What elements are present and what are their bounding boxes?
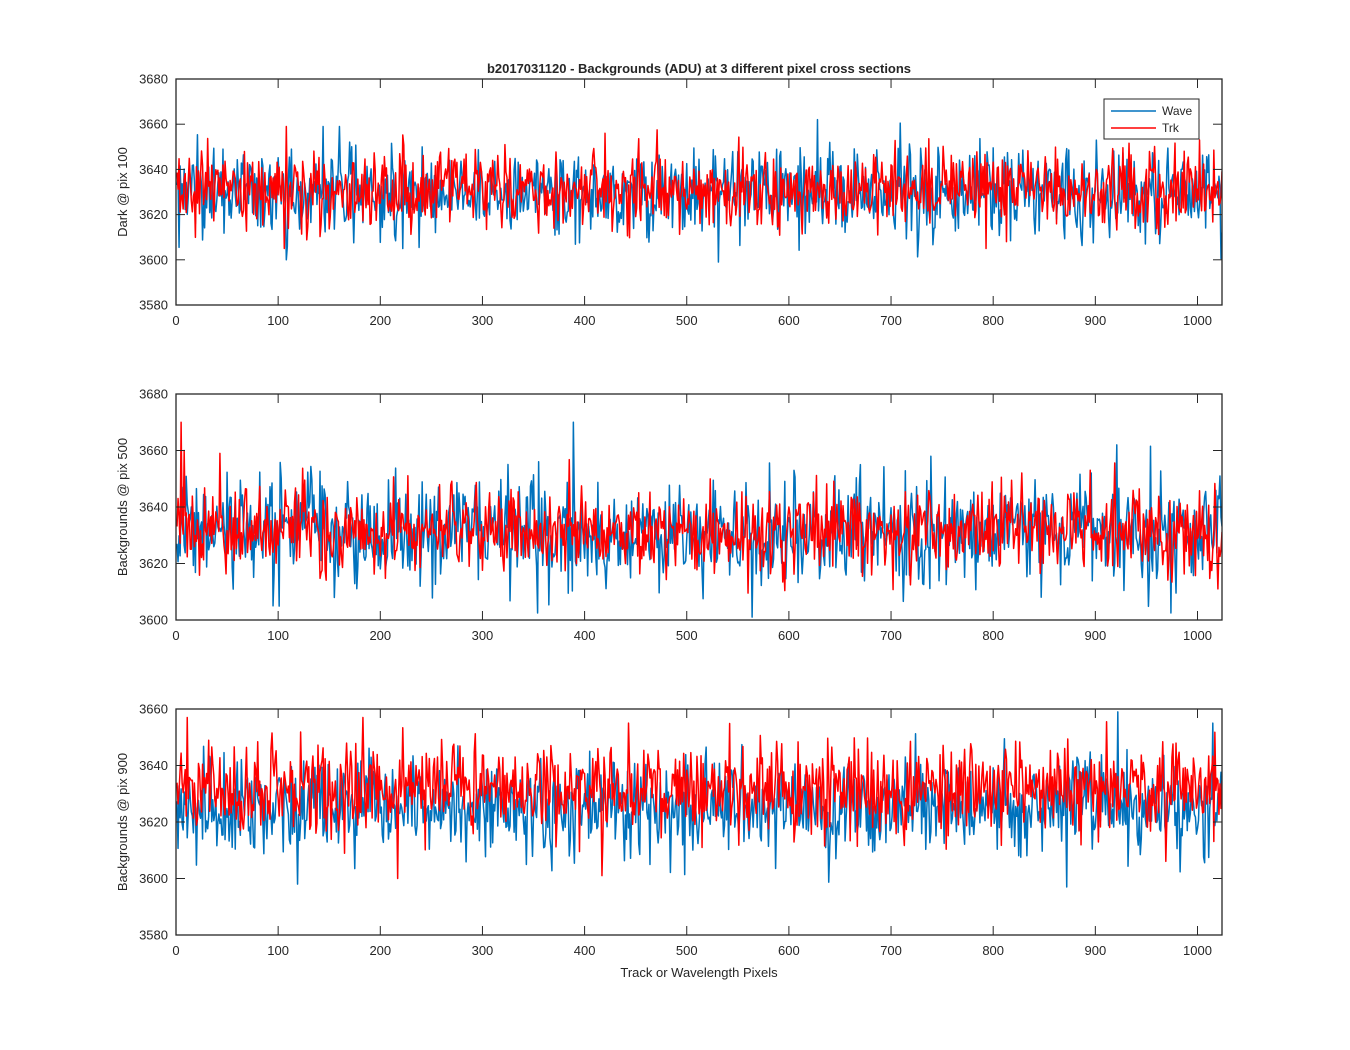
legend: Wave Trk (1103, 98, 1200, 140)
figure-title: b2017031120 - Backgrounds (ADU) at 3 dif… (487, 61, 911, 76)
y-tick-label: 3680 (139, 387, 168, 402)
data-lines (176, 711, 1222, 888)
series-wave-line (176, 711, 1222, 888)
x-tick-label: 0 (172, 628, 179, 643)
x-tick-label: 600 (778, 313, 800, 328)
x-tick-label: 900 (1084, 313, 1106, 328)
x-tick-label: 100 (267, 943, 289, 958)
y-tick-label: 3600 (139, 871, 168, 886)
plot-area (176, 394, 1222, 620)
x-tick-label: 1000 (1183, 313, 1212, 328)
data-lines (176, 118, 1222, 263)
subplot-2: 0 100 200 300 400 500 600 700 800 900 1000 3600 3620… (115, 387, 1223, 643)
x-tick-label: 200 (369, 943, 391, 958)
x-tick-label: 700 (880, 313, 902, 328)
x-tick-label: 400 (574, 313, 596, 328)
y-tick-label: 3640 (139, 758, 168, 773)
legend-label-trk: Trk (1162, 121, 1180, 135)
x-tick-label: 800 (982, 943, 1004, 958)
x-tick-label: 500 (676, 628, 698, 643)
y-axis-label: Dark @ pix 100 (115, 147, 130, 237)
subplots: 0 100 200 300 400 500 600 700 800 900 100035803600… (115, 72, 1223, 958)
x-tick-label: 200 (369, 628, 391, 643)
x-axis-label: Track or Wavelength Pixels (620, 965, 778, 980)
x-tick-label: 0 (172, 943, 179, 958)
x-tick-label: 100 (267, 313, 289, 328)
y-axis-label: Backgrounds @ pix 500 (115, 438, 130, 576)
y-tick-label: 3580 (139, 298, 168, 313)
legend-label-wave: Wave (1162, 104, 1193, 118)
y-tick-label: 3660 (139, 702, 168, 717)
x-tick-label: 900 (1084, 628, 1106, 643)
x-tick-label: 600 (778, 943, 800, 958)
y-tick-label: 3680 (139, 72, 168, 87)
y-tick-label: 3660 (139, 117, 168, 132)
series-trk-line (176, 716, 1222, 880)
x-tick-label: 800 (982, 628, 1004, 643)
series-trk-line (176, 125, 1222, 250)
y-tick-label: 3620 (139, 815, 168, 830)
axes-box (175, 78, 1223, 306)
x-tick-label: 100 (267, 628, 289, 643)
y-tick-label: 3580 (139, 928, 168, 943)
x-tick-label: 500 (676, 943, 698, 958)
x-tick-label: 400 (574, 943, 596, 958)
subplot-1: 0 100 200 300 400 500 600 700 800 900 1000 3580 3600… (115, 72, 1223, 328)
x-tick-label: 200 (369, 313, 391, 328)
x-tick-label: 700 (880, 628, 902, 643)
x-tick-label: 1000 (1183, 943, 1212, 958)
x-tick-label: 300 (472, 943, 494, 958)
x-tick-label: 900 (1084, 943, 1106, 958)
x-tick-label: 600 (778, 628, 800, 643)
legend-box (1103, 98, 1200, 140)
x-tick-label: 0 (172, 313, 179, 328)
x-tick-label: 800 (982, 313, 1004, 328)
subplot-3: 0 100 200 300 400 500 600 700 800 900 1000 3580 3600… (115, 702, 1223, 958)
y-tick-label: 3620 (139, 207, 168, 222)
x-tick-label: 300 (472, 628, 494, 643)
x-tick-label: 1000 (1183, 628, 1212, 643)
y-tick-label: 3640 (139, 500, 168, 515)
data-lines (176, 421, 1222, 618)
x-tick-label: 400 (574, 628, 596, 643)
y-tick-label: 3600 (139, 613, 168, 628)
y-tick-label: 3600 (139, 252, 168, 267)
y-axis-label: Backgrounds @ pix 900 (115, 753, 130, 891)
x-tick-label: 300 (472, 313, 494, 328)
series-wave-line (176, 421, 1222, 618)
x-tick-label: 700 (880, 943, 902, 958)
y-tick-label: 3640 (139, 162, 168, 177)
y-tick-label: 3620 (139, 556, 168, 571)
x-tick-label: 500 (676, 313, 698, 328)
series-trk-line (176, 421, 1222, 594)
y-tick-label: 3660 (139, 443, 168, 458)
